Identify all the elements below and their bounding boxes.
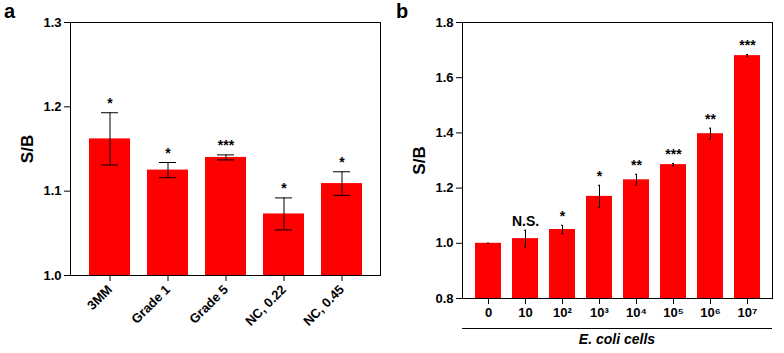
svg-text:**: ** (705, 111, 716, 127)
svg-text:10⁴: 10⁴ (626, 305, 647, 320)
svg-text:10: 10 (518, 305, 532, 320)
svg-text:1.1: 1.1 (43, 183, 61, 198)
svg-text:***: *** (739, 37, 756, 53)
svg-text:***: *** (665, 146, 682, 162)
svg-text:1.0: 1.0 (43, 268, 61, 283)
svg-text:*: * (560, 208, 566, 224)
html-text:b: b (396, 0, 409, 22)
svg-text:10⁵: 10⁵ (663, 305, 684, 320)
svg-text:1.0: 1.0 (435, 235, 453, 250)
svg-text:0: 0 (485, 305, 492, 320)
svg-text:10³: 10³ (590, 305, 609, 320)
svg-text:Grade 5: Grade 5 (186, 282, 231, 327)
html-text:a: a (4, 0, 16, 22)
svg-text:10²: 10² (553, 305, 572, 320)
svg-text:*: * (281, 180, 287, 196)
svg-text:0.8: 0.8 (435, 291, 453, 306)
svg-text:**: ** (631, 157, 642, 173)
svg-text:S/B: S/B (18, 135, 37, 163)
html-text:E. coli cells: E. coli cells (578, 331, 656, 347)
svg-text:1.2: 1.2 (435, 180, 453, 195)
svg-text:NC, 0.45: NC, 0.45 (300, 282, 347, 329)
svg-text:N.S.: N.S. (512, 213, 539, 229)
svg-text:1.8: 1.8 (435, 15, 453, 30)
svg-text:*: * (107, 95, 113, 111)
svg-text:1.6: 1.6 (435, 70, 453, 85)
svg-text:1.2: 1.2 (43, 99, 61, 114)
svg-text:S/B: S/B (410, 146, 429, 174)
svg-text:***: *** (218, 137, 235, 153)
svg-text:1.3: 1.3 (43, 15, 61, 30)
svg-text:1.4: 1.4 (435, 125, 454, 140)
svg-text:10⁷: 10⁷ (738, 305, 758, 320)
svg-text:10⁶: 10⁶ (700, 305, 720, 320)
svg-text:*: * (165, 145, 171, 161)
svg-text:NC, 0.22: NC, 0.22 (242, 282, 289, 329)
svg-text:Grade 1: Grade 1 (128, 282, 173, 327)
svg-text:*: * (339, 154, 345, 170)
svg-text:*: * (597, 168, 603, 184)
svg-text:3MM: 3MM (84, 282, 115, 313)
